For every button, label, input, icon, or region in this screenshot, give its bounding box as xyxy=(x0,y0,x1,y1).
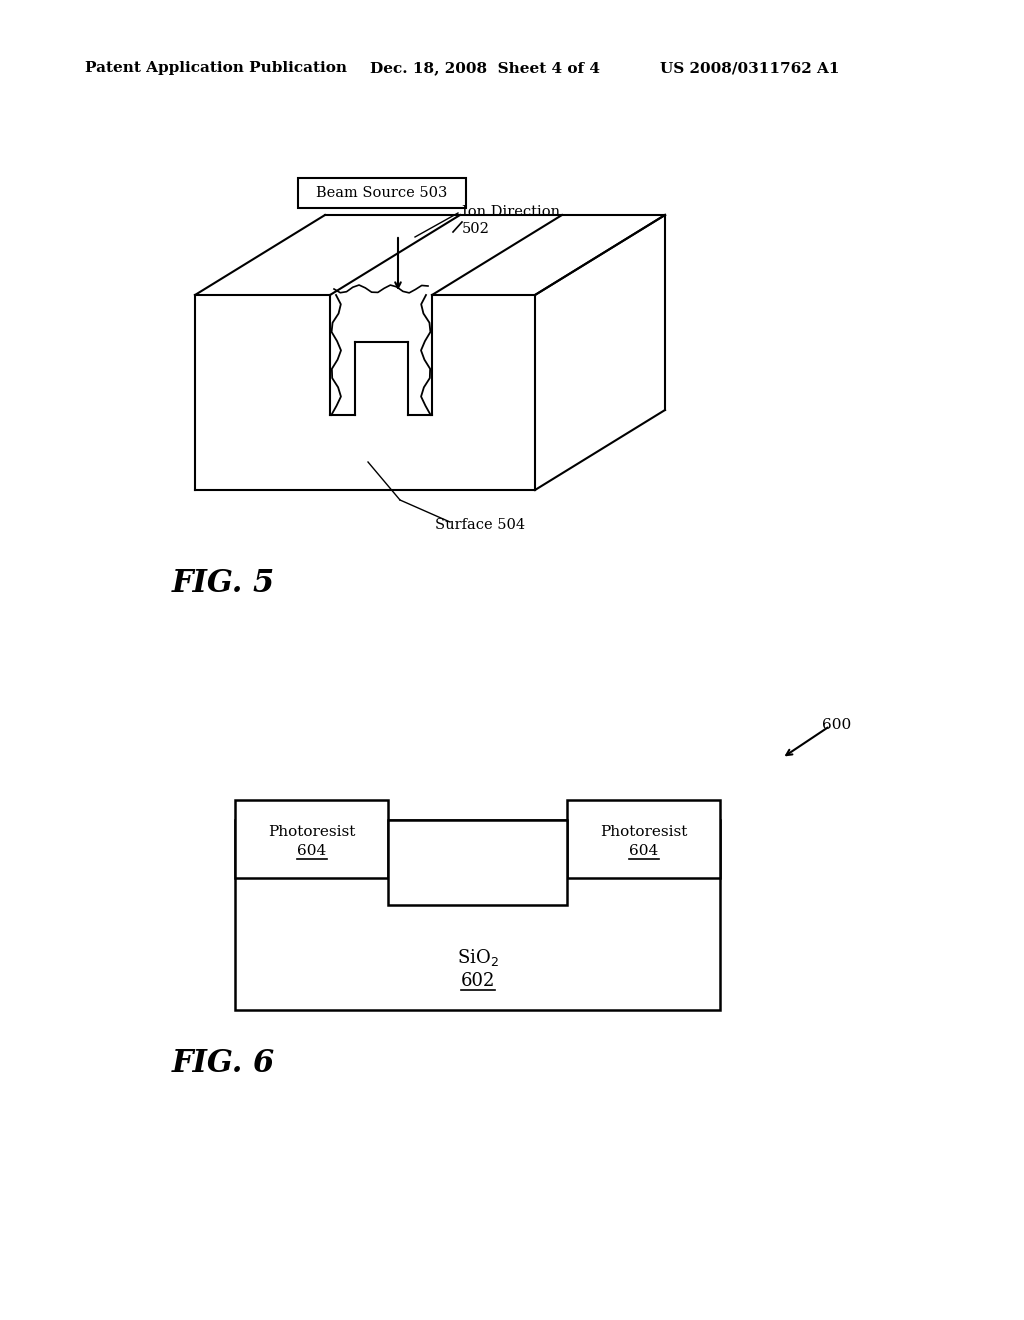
Text: 604: 604 xyxy=(629,843,658,858)
Text: Beam Source 503: Beam Source 503 xyxy=(316,186,447,201)
Text: US 2008/0311762 A1: US 2008/0311762 A1 xyxy=(660,61,840,75)
Text: Patent Application Publication: Patent Application Publication xyxy=(85,61,347,75)
Text: FIG. 5: FIG. 5 xyxy=(172,568,275,599)
Text: 502: 502 xyxy=(462,222,489,236)
Text: 604: 604 xyxy=(297,843,326,858)
Text: FIG. 6: FIG. 6 xyxy=(172,1048,275,1078)
Bar xyxy=(234,800,388,878)
Text: 602: 602 xyxy=(461,973,495,990)
Bar xyxy=(388,820,567,906)
Bar xyxy=(298,178,466,209)
Text: Surface 504: Surface 504 xyxy=(435,517,525,532)
Text: Photoresist: Photoresist xyxy=(600,825,687,840)
Text: 600: 600 xyxy=(822,718,851,733)
Text: Dec. 18, 2008  Sheet 4 of 4: Dec. 18, 2008 Sheet 4 of 4 xyxy=(370,61,600,75)
Text: Ion Direction: Ion Direction xyxy=(462,205,560,219)
Bar xyxy=(234,820,720,1010)
Text: Photoresist: Photoresist xyxy=(268,825,355,840)
Bar xyxy=(567,800,720,878)
Text: SiO$_2$: SiO$_2$ xyxy=(457,946,499,968)
